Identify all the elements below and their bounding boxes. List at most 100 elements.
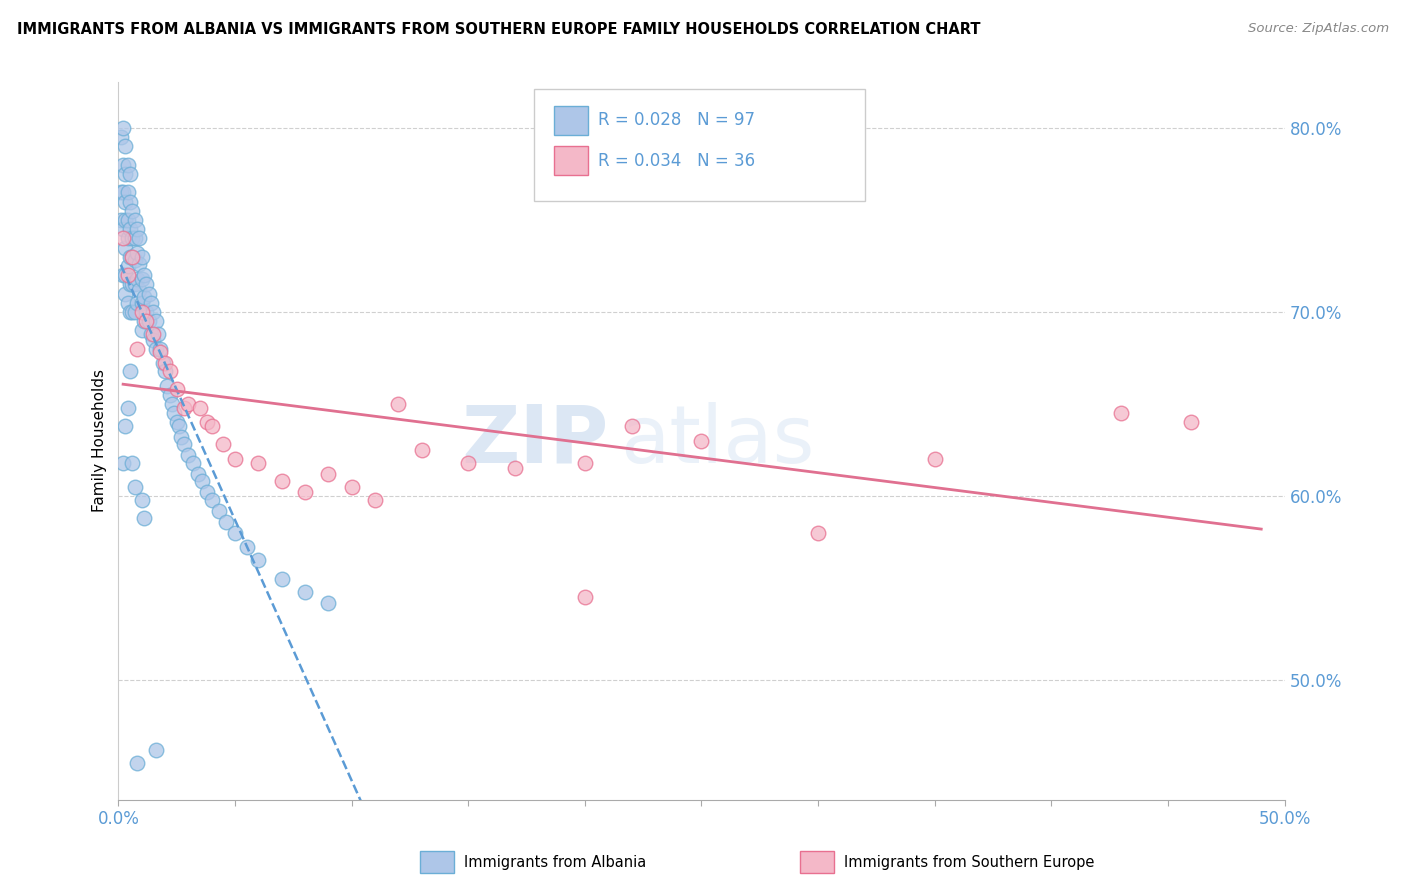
Point	[139, 295, 162, 310]
Point	[132, 290, 155, 304]
Text: Immigrants from Southern Europe: Immigrants from Southern Europe	[844, 855, 1094, 870]
Point	[120, 277, 142, 292]
Point	[201, 492, 224, 507]
Point	[120, 364, 142, 378]
Point	[145, 342, 167, 356]
Point	[318, 467, 340, 481]
Point	[247, 456, 270, 470]
Point	[318, 596, 340, 610]
Point	[387, 397, 409, 411]
Point	[117, 158, 139, 172]
Point	[131, 250, 153, 264]
Point	[124, 480, 146, 494]
Point	[114, 139, 136, 153]
Point	[127, 342, 149, 356]
Point	[145, 743, 167, 757]
Point	[235, 541, 257, 555]
Point	[1111, 406, 1133, 420]
Point	[270, 572, 292, 586]
Point	[128, 257, 150, 271]
Point	[247, 553, 270, 567]
Text: ZIP: ZIP	[461, 401, 609, 480]
Point	[124, 305, 146, 319]
Point	[195, 415, 218, 429]
Point	[142, 326, 165, 341]
Point	[690, 434, 713, 448]
Point	[173, 401, 195, 415]
Point	[117, 231, 139, 245]
Point	[120, 305, 142, 319]
Point	[364, 492, 387, 507]
Point	[807, 525, 830, 540]
Point	[411, 442, 433, 457]
Point	[117, 401, 139, 415]
Point	[114, 213, 136, 227]
Point	[166, 415, 188, 429]
Point	[120, 250, 142, 264]
Point	[153, 364, 176, 378]
Point	[114, 286, 136, 301]
Point	[135, 314, 157, 328]
Point	[132, 314, 155, 328]
Point	[195, 485, 218, 500]
Point	[127, 272, 149, 286]
Point	[146, 326, 169, 341]
Point	[167, 419, 190, 434]
Text: R = 0.028   N = 97: R = 0.028 N = 97	[598, 112, 755, 129]
Point	[139, 326, 162, 341]
Point	[191, 474, 214, 488]
Point	[131, 323, 153, 337]
Point	[270, 474, 292, 488]
Point	[124, 277, 146, 292]
Point	[924, 452, 946, 467]
Point	[110, 130, 132, 145]
Point	[620, 419, 643, 434]
Point	[132, 511, 155, 525]
Point	[138, 314, 160, 328]
Point	[170, 430, 193, 444]
Point	[187, 467, 209, 481]
Point	[224, 452, 246, 467]
Point	[181, 456, 204, 470]
Point	[112, 222, 135, 236]
Point	[128, 231, 150, 245]
Point	[149, 345, 172, 359]
Point	[142, 333, 165, 347]
Point	[132, 268, 155, 282]
Point	[124, 213, 146, 227]
Point	[112, 231, 135, 245]
Point	[138, 286, 160, 301]
Point	[124, 231, 146, 245]
Point	[142, 305, 165, 319]
Point	[188, 401, 211, 415]
Point	[117, 186, 139, 200]
Point	[574, 456, 596, 470]
Point	[173, 437, 195, 451]
Point	[208, 503, 231, 517]
Point	[201, 419, 224, 434]
Point	[135, 305, 157, 319]
Point	[127, 246, 149, 260]
Point	[127, 295, 149, 310]
Point	[117, 259, 139, 273]
Point	[114, 419, 136, 434]
Point	[121, 250, 143, 264]
Point	[127, 756, 149, 770]
Point	[117, 295, 139, 310]
Y-axis label: Family Households: Family Households	[93, 369, 107, 512]
Point	[160, 397, 183, 411]
Text: atlas: atlas	[620, 401, 814, 480]
Point	[212, 437, 235, 451]
Point	[112, 268, 135, 282]
Point	[149, 342, 172, 356]
Point	[156, 378, 179, 392]
Point	[121, 231, 143, 245]
Point	[177, 397, 200, 411]
Point	[1180, 415, 1202, 429]
Point	[127, 222, 149, 236]
Text: R = 0.034   N = 36: R = 0.034 N = 36	[598, 152, 755, 169]
Point	[159, 364, 181, 378]
Point	[117, 213, 139, 227]
Point	[112, 456, 135, 470]
Point	[110, 213, 132, 227]
